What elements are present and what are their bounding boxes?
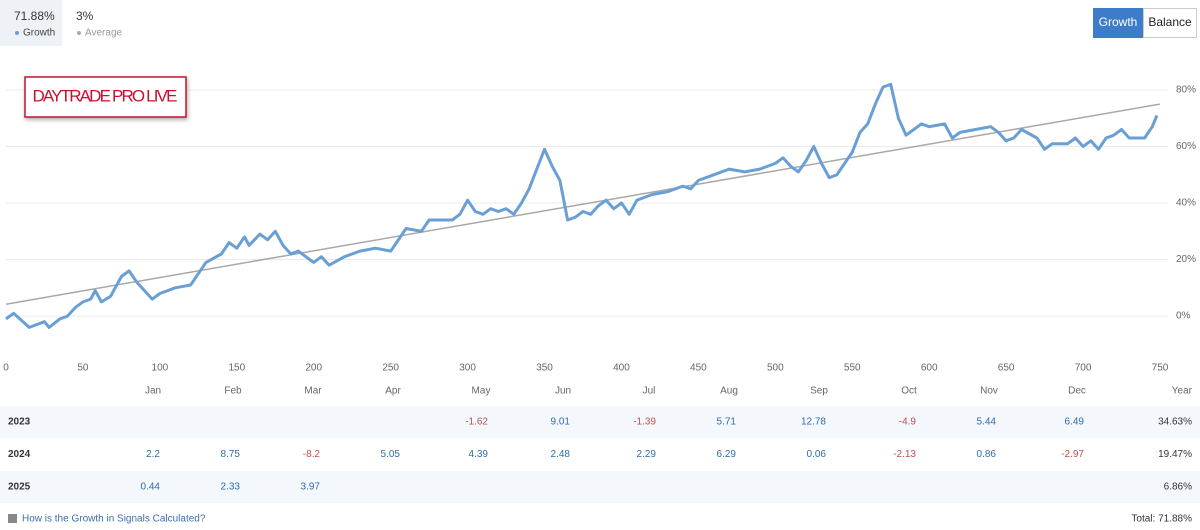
y-tick-label: 60% <box>1176 141 1196 152</box>
growth-line <box>5 82 1159 329</box>
cell: 2.33 <box>221 482 241 493</box>
icon <box>8 514 17 523</box>
cell: 5.71 <box>717 417 737 428</box>
cell: 4.39 <box>469 449 489 460</box>
y-tick-label: 40% <box>1176 198 1196 209</box>
cell: 2.48 <box>551 449 571 460</box>
cell: 5.44 <box>977 417 997 428</box>
column-header: Jun <box>555 386 571 397</box>
tab-label: Average <box>85 28 123 39</box>
annotation: DAYTRADE PRO LIVE <box>33 86 178 105</box>
dot <box>15 31 19 35</box>
x-tick-label: 750 <box>1152 363 1169 374</box>
column-header: Aug <box>720 386 738 397</box>
button-label: Balance <box>1148 15 1192 29</box>
tab[interactable] <box>66 0 126 46</box>
y-tick-label: 20% <box>1176 254 1196 265</box>
cell: 3.97 <box>301 482 321 493</box>
y-tick-label: 0% <box>1176 311 1191 322</box>
tab-active[interactable] <box>0 0 62 46</box>
help-link[interactable]: How is the Growth in Signals Calculated? <box>22 514 206 525</box>
column-header: Mar <box>304 386 322 397</box>
x-tick-label: 100 <box>152 363 169 374</box>
cell: 12.78 <box>801 417 826 428</box>
total: Total: 71.88% <box>1131 514 1192 525</box>
annotation-box <box>24 76 187 118</box>
tab-value: 3% <box>76 9 94 23</box>
x-tick-label: 0 <box>3 363 9 374</box>
column-header: Sep <box>810 386 828 397</box>
column-header: Apr <box>385 386 401 397</box>
row-label: 2025 <box>8 482 31 493</box>
cell: 2.2 <box>146 449 160 460</box>
x-tick-label: 650 <box>998 363 1015 374</box>
dot <box>77 31 81 35</box>
column-header: Oct <box>901 386 917 397</box>
table: Jan Feb Mar Apr May Jun Jul Aug Sep Oct Nov Dec Year… <box>0 386 1200 503</box>
cell: 6.86% <box>1164 482 1192 493</box>
cell: 2.29 <box>637 449 657 460</box>
x-tick-label: 700 <box>1075 363 1092 374</box>
column-header: Nov <box>980 386 998 397</box>
cell: -1.39 <box>633 417 656 428</box>
cell: 5.05 <box>381 449 401 460</box>
x-tick-label: 450 <box>690 363 707 374</box>
cell: 0.06 <box>807 449 827 460</box>
x-tick-label: 400 <box>613 363 630 374</box>
x-tick-label: 350 <box>536 363 553 374</box>
cell: -1.62 <box>465 417 488 428</box>
x-tick-label: 250 <box>382 363 399 374</box>
cell: -8.2 <box>303 449 321 460</box>
cell: -2.97 <box>1061 449 1084 460</box>
column-header: Dec <box>1068 386 1086 397</box>
x-tick-label: 500 <box>767 363 784 374</box>
x-tick-label: 600 <box>921 363 938 374</box>
cell: -4.9 <box>899 417 917 428</box>
cell: 9.01 <box>551 417 571 428</box>
cell: 0.86 <box>977 449 997 460</box>
x-tick-label: 150 <box>228 363 245 374</box>
trend-line <box>5 103 1161 305</box>
button-label: Growth <box>1099 15 1138 29</box>
x-tick-label: 200 <box>305 363 322 374</box>
column-header: May <box>472 386 491 397</box>
cell: 19.47% <box>1158 449 1192 460</box>
y-tick-label: 80% <box>1176 85 1196 96</box>
cell: 0.44 <box>141 482 161 493</box>
row-background <box>0 471 1200 503</box>
cell: -2.13 <box>893 449 916 460</box>
cell: 8.75 <box>221 449 241 460</box>
tab-value: 71.88% <box>14 9 55 23</box>
balance-button[interactable] <box>1143 8 1197 38</box>
column-header: Jan <box>145 386 161 397</box>
cell: 34.63% <box>1158 417 1192 428</box>
cell: 6.29 <box>717 449 737 460</box>
column-header: Feb <box>224 386 242 397</box>
column-header: Jul <box>643 386 656 397</box>
x-tick-label: 550 <box>844 363 861 374</box>
plot: 0% 20% 40% 60% 80% 0 50 100 150 200 250 300 350 400 45… <box>3 82 1196 374</box>
row-background <box>0 406 1200 438</box>
growth-button[interactable] <box>1093 8 1143 38</box>
x-tick-label: 50 <box>77 363 89 374</box>
row-label: 2024 <box>8 449 31 460</box>
tab-label: Growth <box>23 28 55 39</box>
cell: 6.49 <box>1065 417 1085 428</box>
row-label: 2023 <box>8 417 31 428</box>
x-tick-label: 300 <box>459 363 476 374</box>
column-header: Year <box>1172 386 1193 397</box>
